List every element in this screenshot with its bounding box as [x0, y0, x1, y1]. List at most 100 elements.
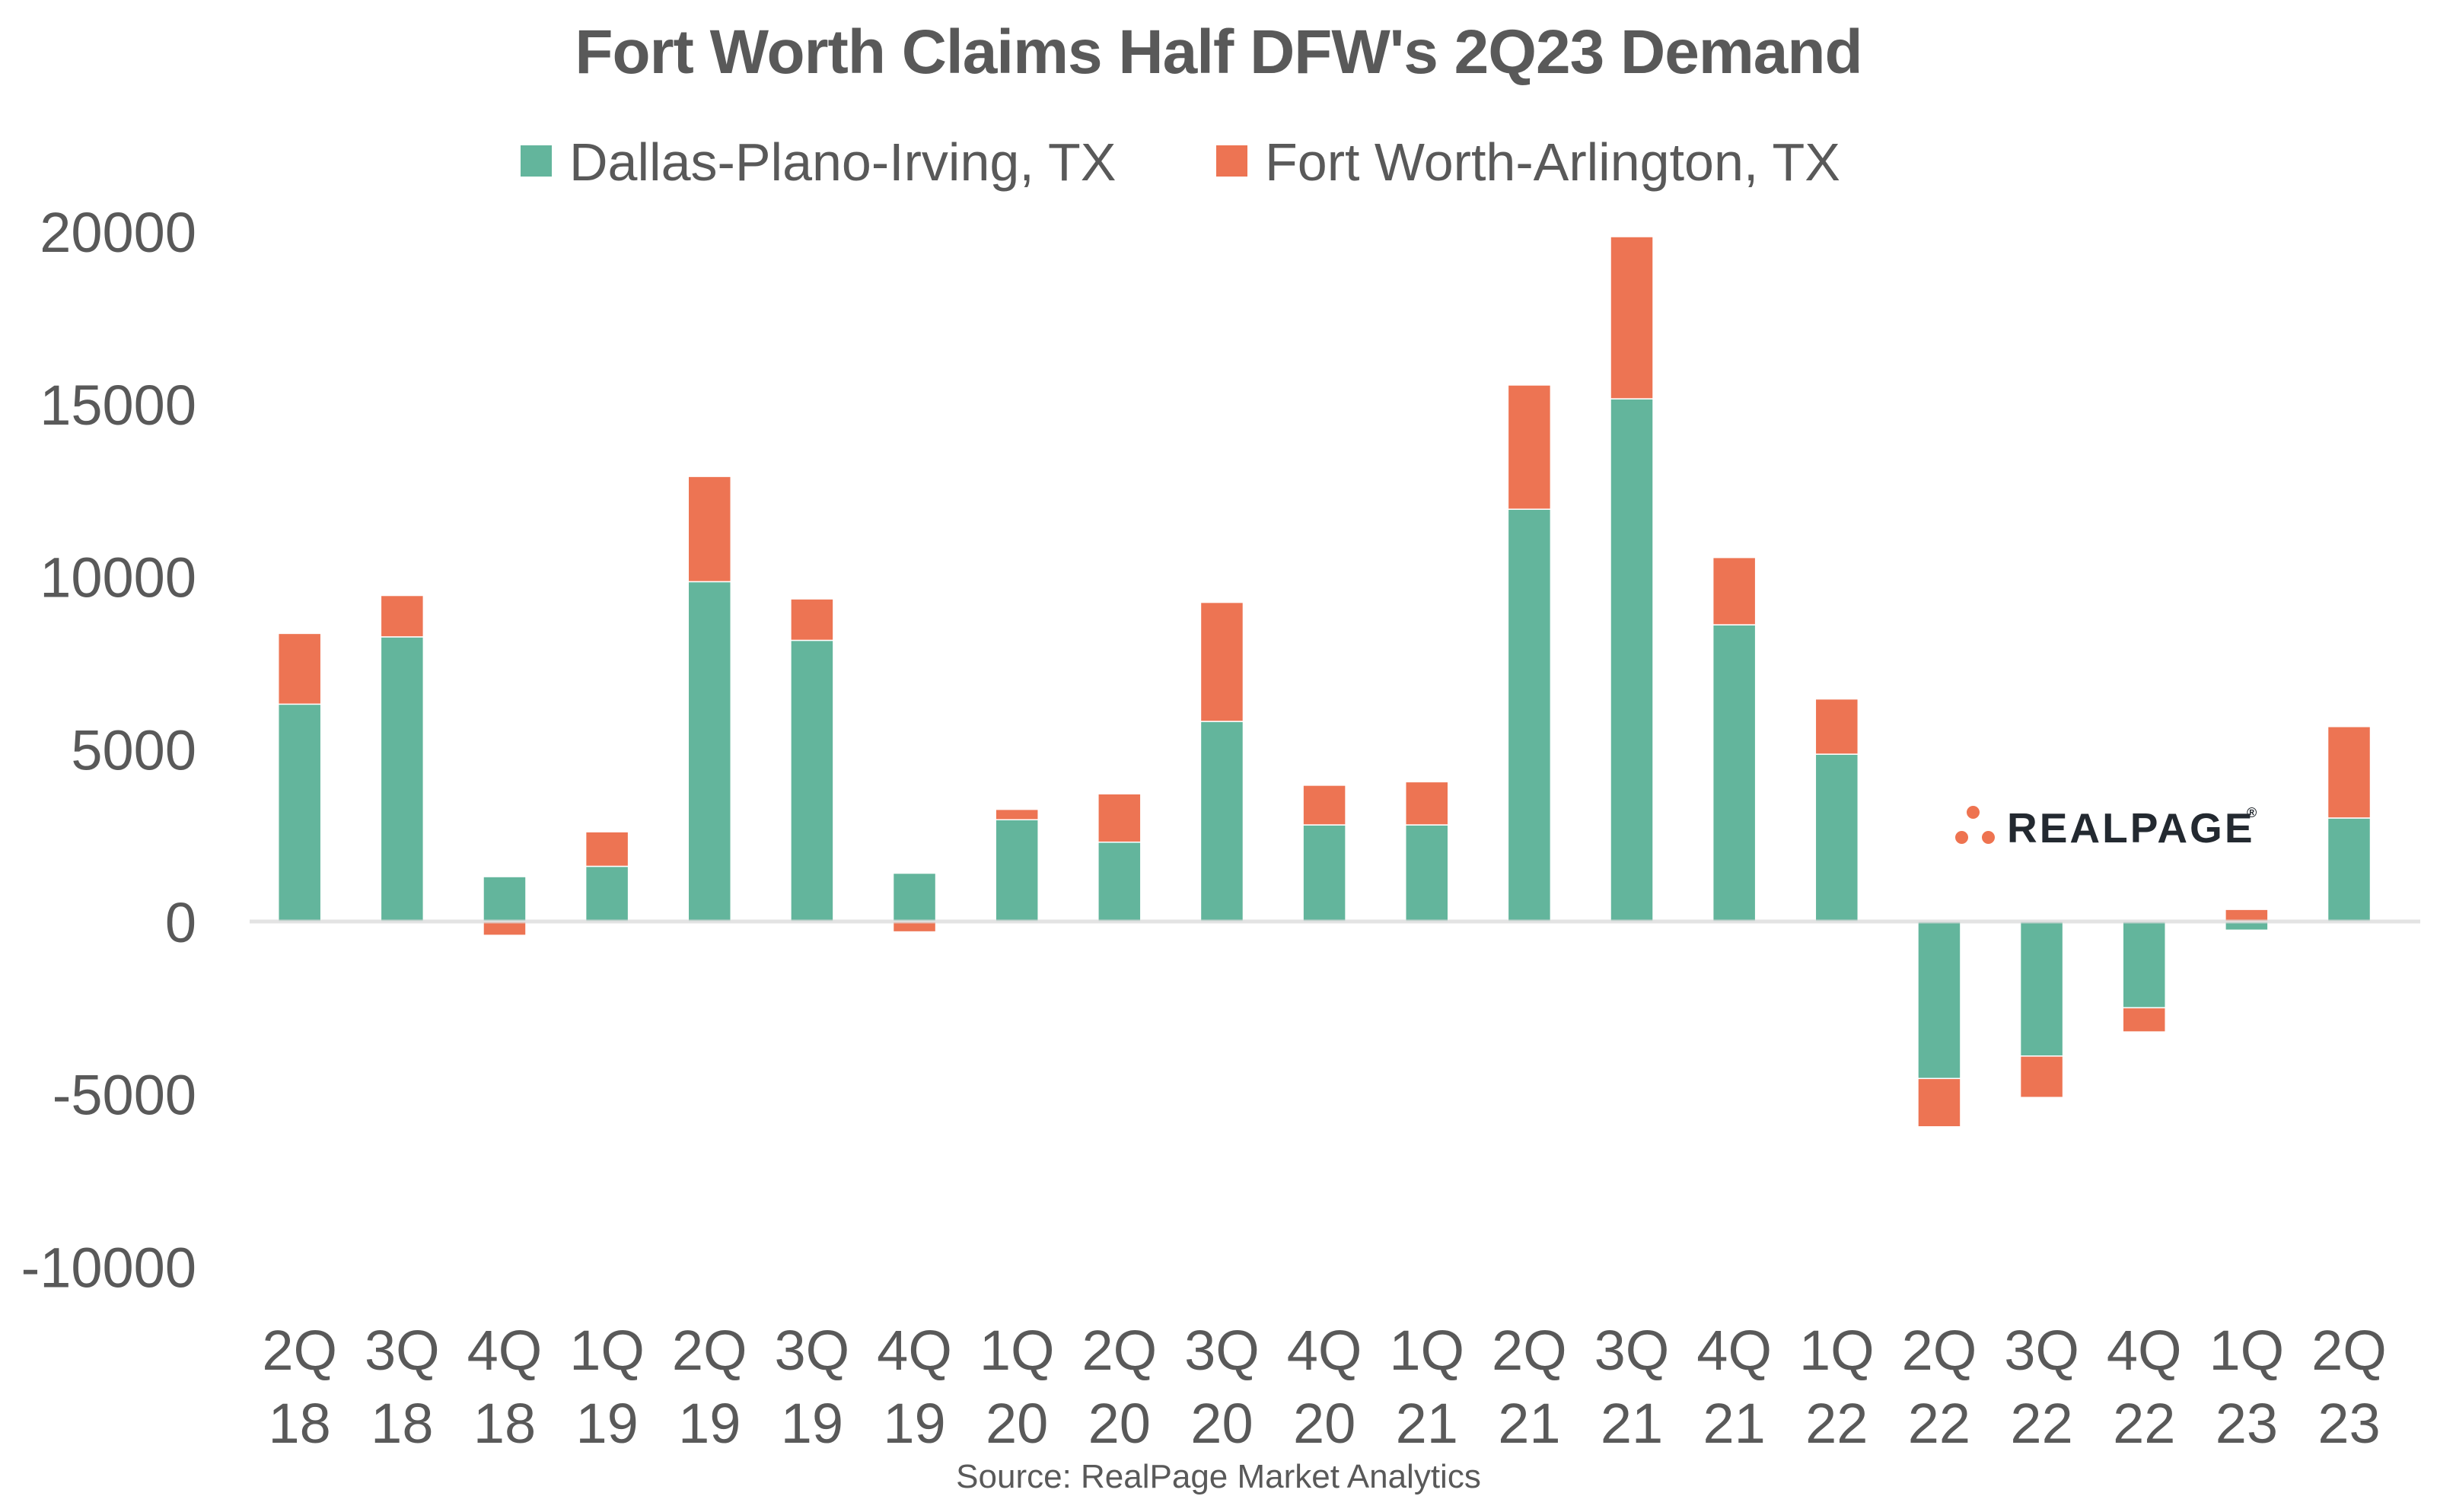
x-axis-label-year: 20: [1088, 1392, 1151, 1455]
bar-segment-fortworth-3Q19: [790, 598, 834, 641]
x-axis-label-quarter: 3Q: [2004, 1319, 2079, 1382]
x-axis-label-year: 20: [1190, 1392, 1253, 1455]
legend-label-dallas: Dallas-Plano-Irving, TX: [569, 132, 1117, 192]
bar-segment-fortworth-2Q22: [1917, 1077, 1961, 1128]
y-axis-tick-label: 0: [165, 891, 196, 954]
bar-segment-dallas-3Q21: [1610, 398, 1654, 922]
x-axis-label-year: 18: [269, 1392, 331, 1455]
logo-wordmark: REALPAGE: [2007, 804, 2255, 851]
bar-segment-fortworth-2Q20: [1097, 793, 1142, 843]
x-axis-label-quarter: 2Q: [1082, 1319, 1157, 1382]
bar-segment-dallas-2Q21: [1507, 508, 1552, 922]
x-axis-label-quarter: 4Q: [2107, 1319, 2182, 1382]
bar-segment-fortworth-1Q22: [1814, 698, 1859, 755]
x-axis-label-year: 22: [1805, 1392, 1868, 1455]
x-axis-label-year: 20: [986, 1392, 1048, 1455]
x-axis-label-quarter: 1Q: [980, 1319, 1055, 1382]
bar-segment-fortworth-4Q21: [1712, 556, 1757, 625]
bar-segment-dallas-3Q19: [790, 639, 834, 922]
bar-segment-dallas-3Q20: [1199, 721, 1244, 922]
bar-segment-dallas-2Q20: [1097, 841, 1142, 922]
bar-segment-dallas-1Q21: [1404, 824, 1449, 922]
bar-segment-fortworth-1Q20: [995, 808, 1039, 820]
x-axis-label-year: 23: [2216, 1392, 2278, 1455]
bar-segment-dallas-4Q18: [483, 876, 527, 922]
x-axis-label-year: 19: [678, 1392, 741, 1455]
x-axis-label-year: 18: [473, 1392, 536, 1455]
y-axis-tick-label: 5000: [71, 718, 196, 781]
bar-segment-fortworth-4Q22: [2122, 1007, 2166, 1033]
chart-title: Fort Worth Claims Half DFW's 2Q23 Demand: [575, 18, 1862, 87]
x-axis-label-year: 22: [1908, 1392, 1970, 1455]
bar-segment-dallas-2Q22: [1917, 921, 1961, 1080]
bar-segment-fortworth-2Q18: [277, 632, 322, 705]
x-axis-label-quarter: 4Q: [1696, 1319, 1772, 1382]
x-axis-label-quarter: 3Q: [1594, 1319, 1670, 1382]
bar-segment-dallas-2Q18: [277, 703, 322, 922]
x-axis-label-year: 18: [371, 1392, 433, 1455]
x-axis-label-year: 23: [2318, 1392, 2380, 1455]
y-axis-tick-label: -5000: [53, 1064, 196, 1127]
bar-segment-fortworth-2Q19: [687, 476, 732, 583]
logo-registered-mark: ®: [2247, 805, 2257, 820]
bar-segment-dallas-3Q22: [2019, 921, 2064, 1057]
bar-segment-fortworth-2Q21: [1507, 384, 1552, 510]
bar-segment-fortworth-3Q21: [1610, 236, 1654, 399]
x-axis-label-quarter: 3Q: [365, 1319, 440, 1382]
bar-segment-dallas-1Q22: [1814, 753, 1859, 922]
bar-segment-dallas-1Q20: [995, 819, 1039, 922]
bar-segment-fortworth-3Q18: [380, 594, 425, 638]
bar-segment-fortworth-3Q22: [2019, 1055, 2064, 1098]
x-axis-label-quarter: 2Q: [2311, 1319, 2387, 1382]
source-note: Source: RealPage Market Analytics: [956, 1458, 1481, 1495]
legend-label-fortworth: Fort Worth-Arlington, TX: [1265, 132, 1840, 192]
x-axis-label-quarter: 2Q: [1492, 1319, 1567, 1382]
x-axis-label-quarter: 2Q: [1902, 1319, 1977, 1382]
logo-dot-icon: [1967, 806, 1980, 819]
x-axis-label-quarter: 4Q: [1287, 1319, 1362, 1382]
bar-segment-dallas-4Q20: [1302, 824, 1346, 922]
x-axis-label-year: 19: [883, 1392, 945, 1455]
bar-segment-dallas-3Q18: [380, 636, 425, 922]
y-axis-tick-label: 15000: [40, 374, 196, 437]
x-axis-label-year: 21: [1498, 1392, 1560, 1455]
bar-segment-dallas-4Q22: [2122, 921, 2166, 1009]
y-axis-tick-label: 20000: [40, 201, 196, 264]
x-axis-label-quarter: 4Q: [467, 1319, 543, 1382]
bar-segment-dallas-2Q19: [687, 581, 732, 922]
legend-swatch-fortworth: [1216, 145, 1247, 177]
logo-dot-icon: [1955, 831, 1968, 844]
x-axis-label-quarter: 3Q: [775, 1319, 850, 1382]
x-axis-label-quarter: 1Q: [1799, 1319, 1875, 1382]
y-axis-tick-label: 10000: [40, 546, 196, 610]
x-axis-label-year: 21: [1396, 1392, 1458, 1455]
bar-segment-dallas-4Q21: [1712, 624, 1757, 922]
legend-swatch-dallas: [521, 145, 552, 177]
y-axis-tick-label: -10000: [21, 1236, 196, 1299]
x-axis-label-quarter: 1Q: [1389, 1319, 1464, 1382]
x-axis-label-year: 22: [2010, 1392, 2072, 1455]
x-axis-label-year: 20: [1293, 1392, 1355, 1455]
logo-dot-icon: [1982, 831, 1995, 844]
bar-segment-fortworth-2Q23: [2327, 726, 2372, 819]
x-axis-label-quarter: 3Q: [1184, 1319, 1260, 1382]
bar-segment-fortworth-4Q18: [483, 921, 527, 936]
bar-segment-fortworth-1Q21: [1404, 781, 1449, 826]
x-axis-label-quarter: 4Q: [877, 1319, 952, 1382]
bar-segment-dallas-2Q23: [2327, 817, 2372, 922]
bar-segment-dallas-4Q19: [892, 872, 937, 922]
x-axis-label-quarter: 1Q: [569, 1319, 645, 1382]
x-axis-label-quarter: 1Q: [2209, 1319, 2285, 1382]
x-axis-label-quarter: 2Q: [672, 1319, 747, 1382]
bar-segment-dallas-1Q19: [585, 865, 629, 922]
x-axis-label-year: 19: [781, 1392, 843, 1455]
x-axis-label-year: 21: [1601, 1392, 1663, 1455]
x-axis-label-year: 22: [2113, 1392, 2175, 1455]
realpage-logo: REALPAGE ®: [1948, 799, 2283, 856]
bar-segment-fortworth-3Q20: [1199, 601, 1244, 722]
x-axis-zero-line: [250, 919, 2420, 924]
bar-segment-fortworth-1Q19: [585, 831, 629, 867]
x-axis-label-year: 21: [1703, 1392, 1766, 1455]
